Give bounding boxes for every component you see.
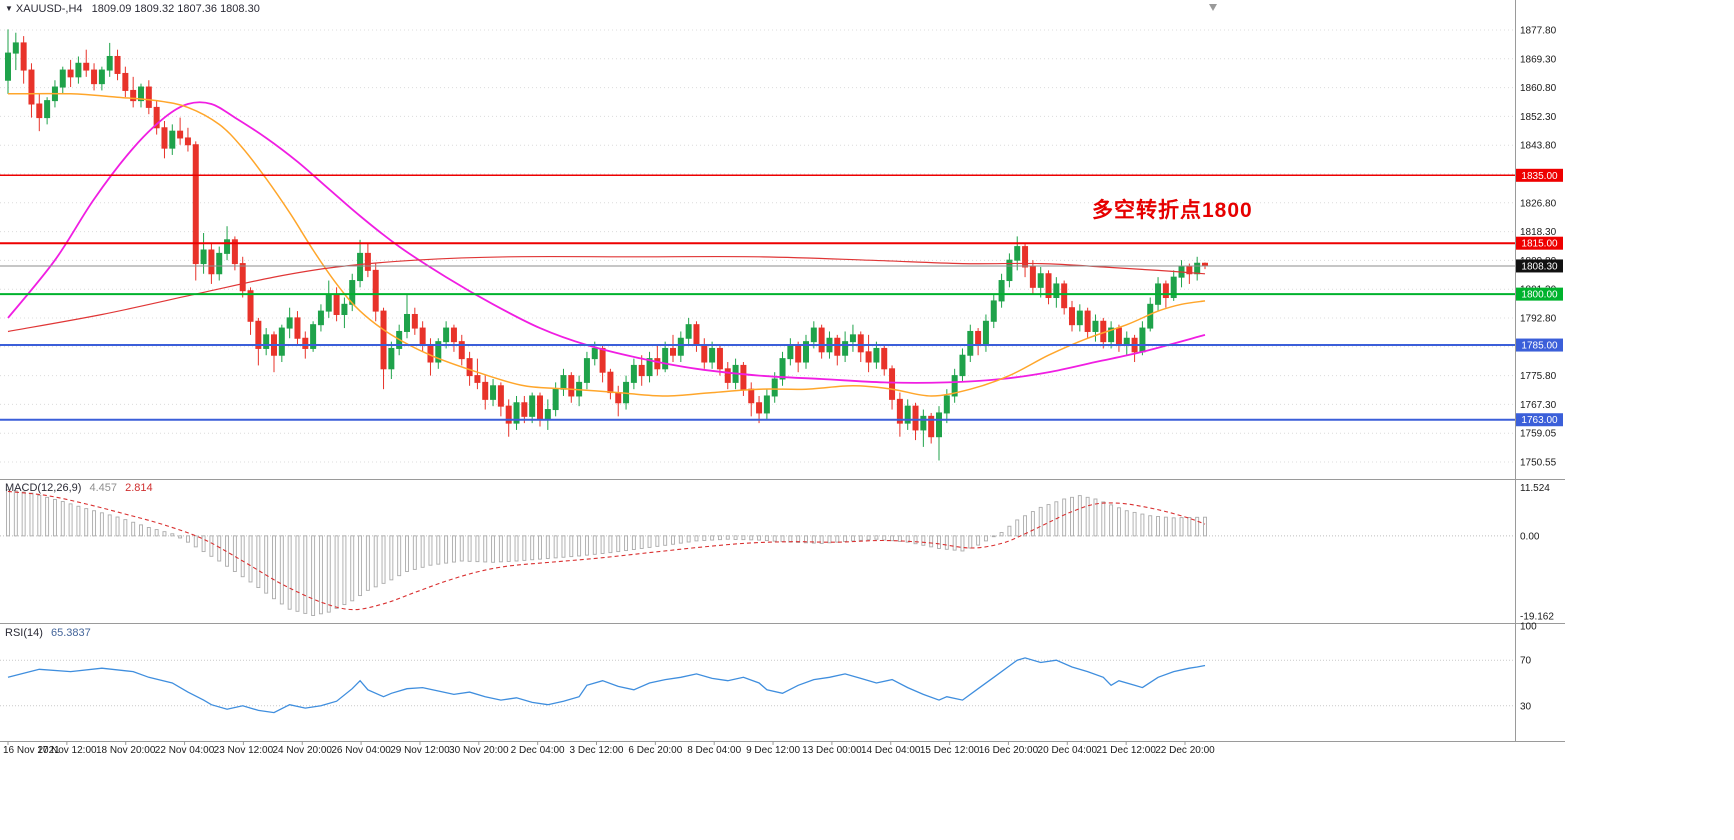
svg-text:1750.55: 1750.55 <box>1520 458 1557 469</box>
svg-text:1826.80: 1826.80 <box>1520 198 1557 209</box>
svg-text:1808.30: 1808.30 <box>1521 261 1558 272</box>
svg-text:16 Nov 2021: 16 Nov 2021 <box>3 745 60 756</box>
svg-text:21 Dec 12:00: 21 Dec 12:00 <box>1096 745 1156 756</box>
svg-text:22 Dec 20:00: 22 Dec 20:00 <box>1155 745 1215 756</box>
price-levels: 1835.00 1815.00 1800.00 1785.00 1763.00 1808.… <box>0 168 1563 427</box>
svg-text:1818.30: 1818.30 <box>1520 227 1557 238</box>
svg-text:15 Dec 12:00: 15 Dec 12:00 <box>920 745 980 756</box>
chart-shift-icon[interactable] <box>1209 4 1217 11</box>
svg-text:70: 70 <box>1520 656 1532 667</box>
svg-text:1877.80: 1877.80 <box>1520 26 1557 37</box>
price-grid: 1877.80 1869.30 1860.80 1852.30 1843.80 1835.… <box>0 26 1557 469</box>
macd-panel: 11.524 0.00 -19.162 <box>0 483 1554 623</box>
svg-text:3 Dec 12:00: 3 Dec 12:00 <box>570 745 624 756</box>
symbol-period-label: XAUUSD-,H4 <box>15 3 83 15</box>
rsi-line <box>7 657 1206 714</box>
svg-text:1815.00: 1815.00 <box>1521 239 1558 250</box>
rsi-panel: 100 70 30 <box>0 622 1537 714</box>
svg-text:18 Nov 20:00: 18 Nov 20:00 <box>96 745 156 756</box>
macd-signal-line <box>7 490 1206 611</box>
ma-orange-line <box>7 92 1206 397</box>
rsi-name: RSI(14) <box>5 627 43 639</box>
svg-text:0.00: 0.00 <box>1520 531 1540 542</box>
svg-text:1843.80: 1843.80 <box>1520 141 1557 152</box>
svg-text:29 Nov 12:00: 29 Nov 12:00 <box>390 745 450 756</box>
price-tag <box>1516 287 1563 301</box>
svg-text:1767.30: 1767.30 <box>1520 400 1557 411</box>
price-tag <box>1516 338 1563 352</box>
price-tag <box>1516 413 1563 427</box>
svg-text:8 Dec 04:00: 8 Dec 04:00 <box>687 745 741 756</box>
svg-text:1763.00: 1763.00 <box>1521 415 1558 426</box>
svg-text:1792.80: 1792.80 <box>1520 314 1557 325</box>
chart-title: ▼ XAUUSD-,H4 1809.09 1809.32 1807.36 1808… <box>5 3 260 15</box>
svg-text:1852.30: 1852.30 <box>1520 112 1557 123</box>
svg-text:23 Nov 12:00: 23 Nov 12:00 <box>214 745 274 756</box>
svg-text:24 Nov 20:00: 24 Nov 20:00 <box>273 745 333 756</box>
rsi-value: 65.3837 <box>50 627 91 639</box>
svg-text:1785.00: 1785.00 <box>1521 341 1558 352</box>
macd-name: MACD(12,26,9) <box>5 482 82 494</box>
svg-text:1800.00: 1800.00 <box>1521 290 1558 301</box>
svg-text:16 Dec 20:00: 16 Dec 20:00 <box>979 745 1039 756</box>
svg-text:30: 30 <box>1520 701 1532 712</box>
collapse-icon[interactable]: ▼ <box>5 4 13 13</box>
macd-label: MACD(12,26,9) 4.457 2.814 <box>5 482 158 494</box>
macd-main-value: 4.457 <box>89 482 118 494</box>
candles-layer <box>5 29 1208 461</box>
svg-text:30 Nov 20:00: 30 Nov 20:00 <box>449 745 509 756</box>
svg-text:9 Dec 12:00: 9 Dec 12:00 <box>746 745 800 756</box>
ma-red-line <box>7 255 1206 333</box>
svg-text:6 Dec 20:00: 6 Dec 20:00 <box>628 745 682 756</box>
macd-signal-value: 2.814 <box>125 482 153 494</box>
price-tag <box>1516 168 1563 182</box>
price-tag <box>1516 236 1563 250</box>
svg-text:26 Nov 04:00: 26 Nov 04:00 <box>331 745 391 756</box>
chart-canvas[interactable]: 1877.80 1869.30 1860.80 1852.30 1843.80 1835.… <box>0 0 1565 760</box>
svg-text:1869.30: 1869.30 <box>1520 54 1557 65</box>
svg-text:2 Dec 04:00: 2 Dec 04:00 <box>511 745 565 756</box>
svg-text:1835.00: 1835.00 <box>1521 171 1558 182</box>
ohlc-values: 1809.09 1809.32 1807.36 1808.30 <box>91 3 260 15</box>
ma-magenta-line <box>7 101 1206 384</box>
svg-text:1759.05: 1759.05 <box>1520 429 1557 440</box>
svg-text:14 Dec 04:00: 14 Dec 04:00 <box>861 745 921 756</box>
svg-text:1775.80: 1775.80 <box>1520 371 1557 382</box>
trend-annotation[interactable]: 多空转折点1800 <box>1092 199 1253 222</box>
svg-text:22 Nov 04:00: 22 Nov 04:00 <box>155 745 215 756</box>
svg-text:1860.80: 1860.80 <box>1520 83 1557 94</box>
svg-text:11.524: 11.524 <box>1520 483 1550 494</box>
rsi-label: RSI(14) 65.3837 <box>5 627 96 639</box>
svg-text:13 Dec 00:00: 13 Dec 00:00 <box>802 745 862 756</box>
svg-text:17 Nov 12:00: 17 Nov 12:00 <box>37 745 97 756</box>
price-tag <box>1516 259 1563 273</box>
svg-text:20 Dec 04:00: 20 Dec 04:00 <box>1038 745 1098 756</box>
svg-text:-19.162: -19.162 <box>1520 612 1554 623</box>
svg-text:100: 100 <box>1520 622 1537 633</box>
